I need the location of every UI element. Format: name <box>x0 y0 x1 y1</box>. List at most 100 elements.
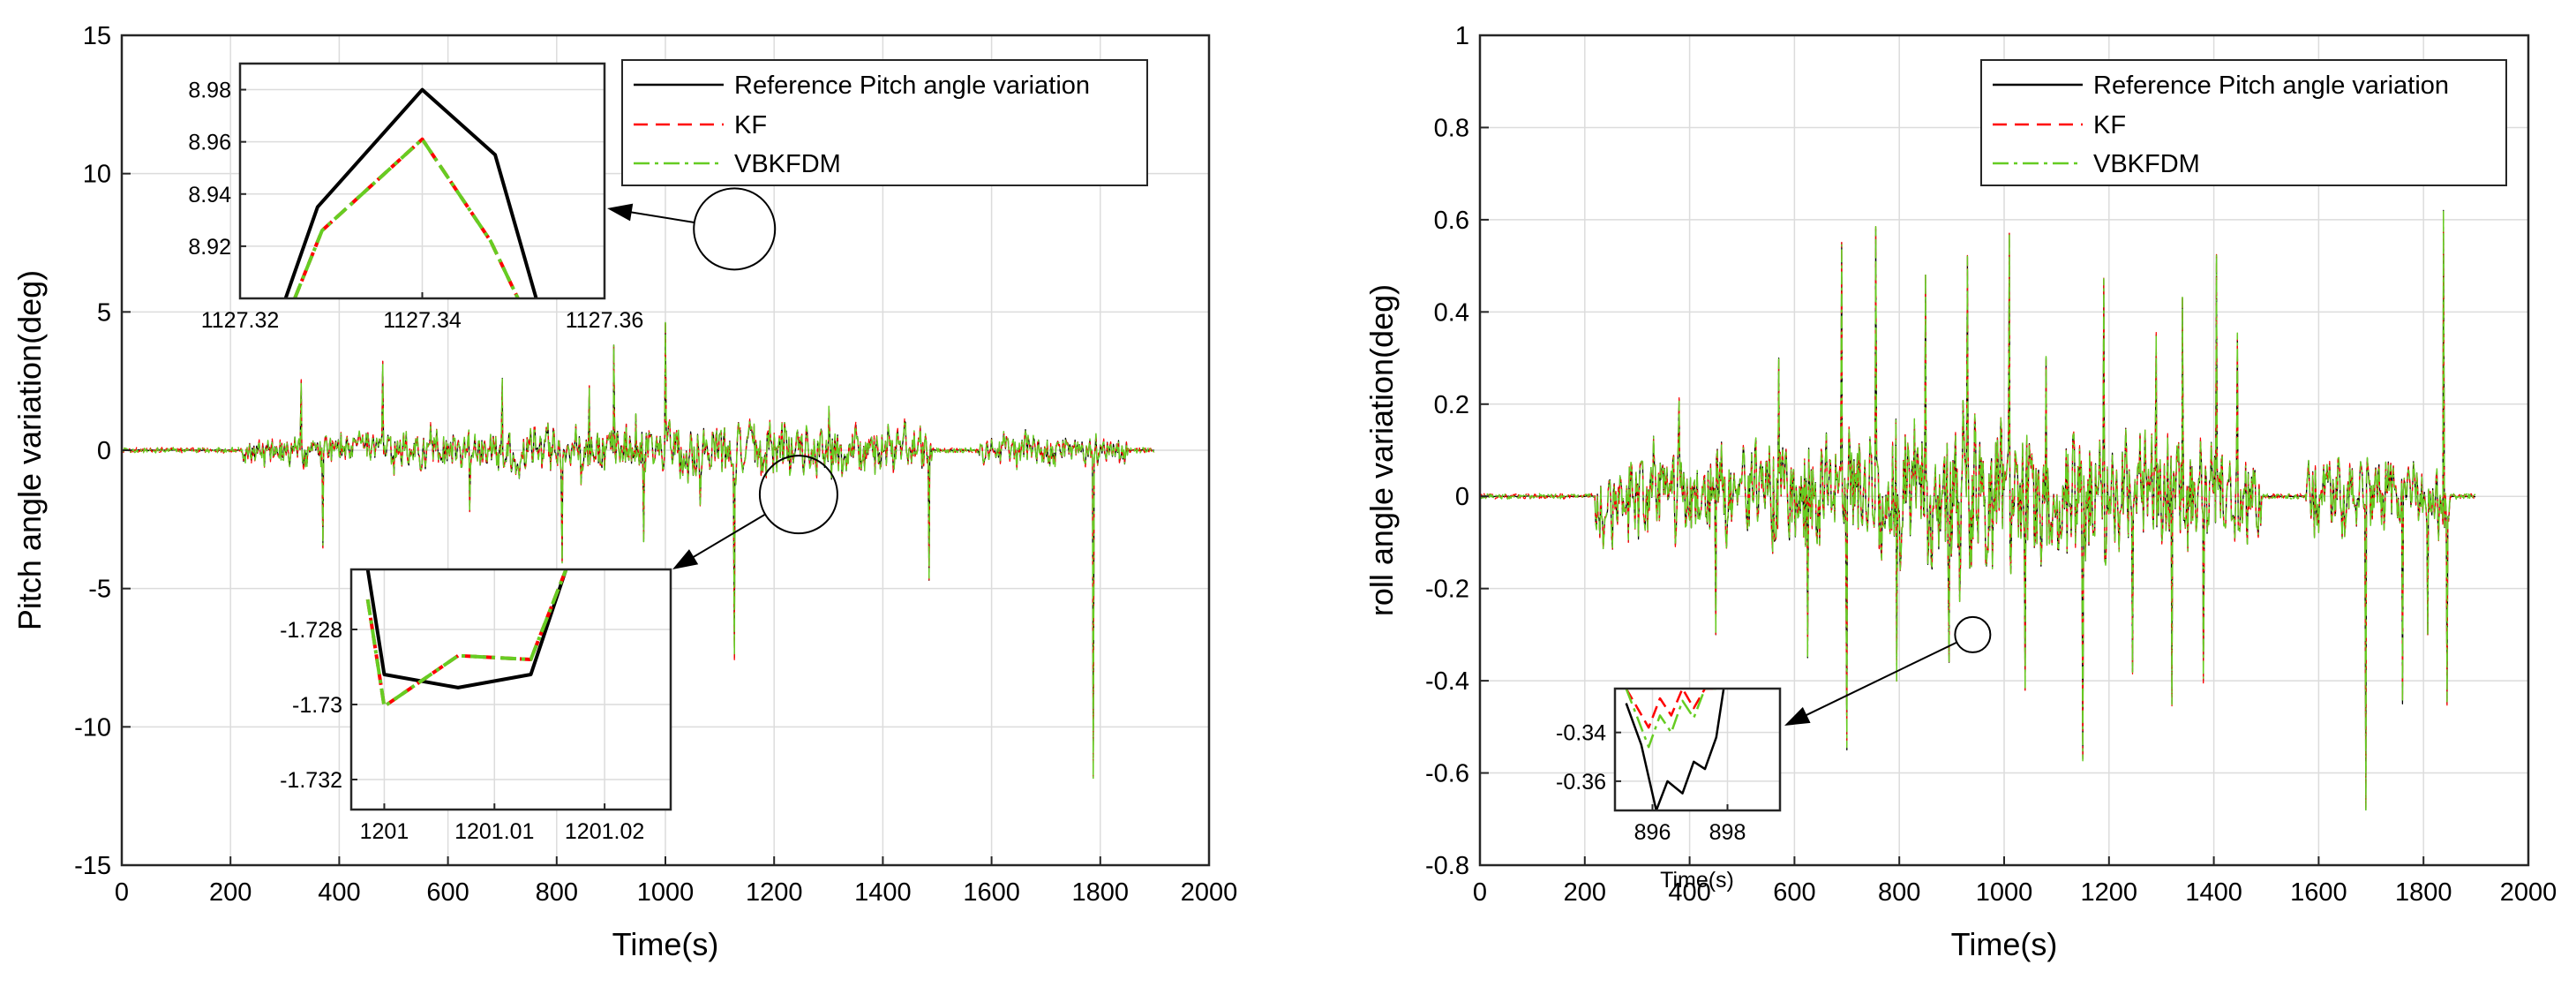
roll-y-tick-label: 1 <box>1455 22 1469 50</box>
roll-x-tick-label: 400 <box>1668 878 1710 907</box>
roll-legend-label-vbkfdm: VBKFDM <box>2093 150 2200 178</box>
roll-inset-series-vbkfdm <box>1625 689 1716 749</box>
roll-legend-box <box>1980 59 2507 186</box>
pitch-y-axis-label: Pitch angle variation(deg) <box>11 270 48 630</box>
pitch-y-tick-label: -10 <box>74 713 111 742</box>
pitch-x-axis-label: Time(s) <box>612 926 719 962</box>
roll-legend-label-reference: Reference Pitch angle variation <box>2093 72 2449 100</box>
roll-inset-y-tick-label: -0.36 <box>1556 770 1606 795</box>
pitch-legend-label-kf: KF <box>734 111 767 139</box>
roll-inset-x-tick-label: 898 <box>1709 820 1746 845</box>
roll-y-tick-label: 0.2 <box>1434 391 1469 419</box>
pitch-inset-peak-y-tick-label: 8.92 <box>188 235 231 260</box>
roll-y-tick-label: -0.6 <box>1425 760 1469 788</box>
pitch-inset-trough-x-tick-label: 1201.01 <box>454 819 534 844</box>
pitch-inset-peak-x-tick-label: 1127.36 <box>566 308 644 333</box>
pitch-x-tick-label: 1800 <box>1072 878 1130 907</box>
roll-x-tick-label: 0 <box>1473 878 1487 907</box>
pitch-inset-trough-background <box>351 569 671 810</box>
roll-x-axis-label: Time(s) <box>1951 926 2058 962</box>
pitch-inset-peak-y-tick-label: 8.98 <box>188 79 231 103</box>
pitch-y-tick-label: 10 <box>83 161 111 189</box>
pitch-inset-trough-series <box>365 569 568 709</box>
roll-zoom-circle <box>1954 615 1992 653</box>
roll-inset-frame <box>1613 687 1782 812</box>
pitch-x-tick-label: 1400 <box>854 878 912 907</box>
pitch-inset-trough-y-tick-label: -1.728 <box>280 618 342 643</box>
roll-inset: 896 898 -0.34 -0.36 Time(s) <box>1556 687 1782 893</box>
pitch-y-tick-label: 0 <box>97 437 111 465</box>
pitch-inset-peak: 1127.32 1127.34 1127.36 8.98 8.96 8.94 8.92 <box>188 62 643 333</box>
pitch-y-tick-label: 5 <box>97 298 111 327</box>
pitch-inset-trough-x-tick-label: 1201.02 <box>565 819 644 844</box>
roll-y-tick-label: -0.2 <box>1425 576 1469 604</box>
pitch-legend-label-vbkfdm: VBKFDM <box>734 150 841 178</box>
roll-y-tick-label: -0.4 <box>1425 667 1469 696</box>
pitch-x-tick-label: 1600 <box>963 878 1020 907</box>
roll-y-tick-label: 0.8 <box>1434 114 1469 142</box>
pitch-y-tick-label: -5 <box>88 576 111 604</box>
roll-x-tick-label: 200 <box>1564 878 1606 907</box>
roll-x-tick-label: 1600 <box>2290 878 2347 907</box>
pitch-inset-peak-y-tick-label: 8.96 <box>188 131 231 155</box>
pitch-inset-peak-series-reference <box>283 87 538 298</box>
roll-legend: Reference Pitch angle variation KF VBKFD… <box>1980 59 2507 186</box>
roll-y-tick-label: 0.6 <box>1434 207 1469 235</box>
roll-x-ticks: 0 200 400 600 800 1000 1200 1400 1600 1800 2000 <box>1473 856 2557 907</box>
pitch-y-tick-label: 15 <box>83 22 111 50</box>
pitch-legend-box <box>621 59 1148 186</box>
pitch-y-ticks: 15 10 5 0 -5 -10 -15 <box>74 22 131 880</box>
roll-x-tick-label: 2000 <box>2500 878 2557 907</box>
pitch-inset-trough-series-vbkfdm <box>365 569 568 709</box>
pitch-series <box>122 320 1155 780</box>
pitch-zoom-arrow-head <box>672 549 699 569</box>
roll-y-tick-label: -0.8 <box>1425 852 1469 880</box>
pitch-zoom-arrow-head <box>607 203 634 222</box>
pitch-zoom-arrow-line <box>622 209 695 223</box>
pitch-inset-peak-ticks: 1127.32 1127.34 1127.36 8.98 8.96 8.94 8.92 <box>188 79 643 333</box>
pitch-x-tick-label: 200 <box>209 878 252 907</box>
pitch-inset-peak-series <box>283 87 538 298</box>
pitch-x-tick-label: 1000 <box>637 878 695 907</box>
pitch-inset-trough-y-tick-label: -1.73 <box>292 693 342 718</box>
roll-y-axis-label: roll angle variation(deg) <box>1363 284 1400 616</box>
pitch-inset-trough-frame <box>349 568 672 811</box>
pitch-x-tick-label: 2000 <box>1181 878 1238 907</box>
pitch-inset-trough-x-tick-label: 1201 <box>360 819 409 844</box>
pitch-zoom-circle <box>758 455 838 535</box>
roll-inset-series-reference <box>1625 689 1725 810</box>
roll-x-tick-label: 1800 <box>2395 878 2452 907</box>
pitch-legend-label-reference: Reference Pitch angle variation <box>734 72 1090 100</box>
roll-series <box>1480 209 2476 811</box>
pitch-x-tick-label: 400 <box>318 878 360 907</box>
roll-x-tick-label: 1400 <box>2185 878 2242 907</box>
roll-x-tick-label: 1000 <box>1976 878 2033 907</box>
pitch-x-tick-label: 800 <box>536 878 578 907</box>
roll-inset-series-kf <box>1625 689 1716 729</box>
roll-y-ticks: 1 0.8 0.6 0.4 0.2 0 -0.2 -0.4 -0.6 -0.8 <box>1425 22 1489 880</box>
roll-zoom-arrow-head <box>1784 706 1811 726</box>
pitch-y-tick-label: -15 <box>74 852 111 880</box>
pitch-inset-trough-series-reference <box>365 569 568 689</box>
roll-inset-y-tick-label: -0.34 <box>1556 721 1606 746</box>
roll-legend-label-kf: KF <box>2093 111 2126 139</box>
roll-chart: 0 200 400 600 800 1000 1200 1400 1600 1800 2000 1 0… <box>1363 22 2557 962</box>
roll-x-tick-label: 800 <box>1878 878 1920 907</box>
pitch-inset-trough: 1201 1201.01 1201.02 -1.728 -1.73 -1.732 <box>280 568 672 844</box>
pitch-series-vbkfdm <box>122 321 1155 780</box>
pitch-zoom-annotations <box>607 187 838 569</box>
pitch-x-ticks: 0 200 400 600 800 1000 1200 1400 1600 1800 2000 <box>115 856 1237 907</box>
pitch-inset-peak-series-vbkfdm <box>293 137 520 298</box>
roll-x-tick-label: 600 <box>1773 878 1815 907</box>
pitch-legend: Reference Pitch angle variation KF VBKFD… <box>621 59 1148 186</box>
pitch-inset-peak-x-tick-label: 1127.34 <box>383 308 462 333</box>
roll-x-tick-label: 1200 <box>2081 878 2138 907</box>
pitch-chart: 0 200 400 600 800 1000 1200 1400 1600 1800 2000 15… <box>11 22 1237 962</box>
roll-zoom-annotations <box>1784 615 1992 726</box>
pitch-inset-peak-x-tick-label: 1127.32 <box>201 308 280 333</box>
pitch-x-tick-label: 0 <box>115 878 129 907</box>
pitch-zoom-arrow-line <box>685 513 766 562</box>
pitch-inset-trough-y-tick-label: -1.732 <box>280 768 342 793</box>
roll-y-tick-label: 0.4 <box>1434 298 1469 327</box>
